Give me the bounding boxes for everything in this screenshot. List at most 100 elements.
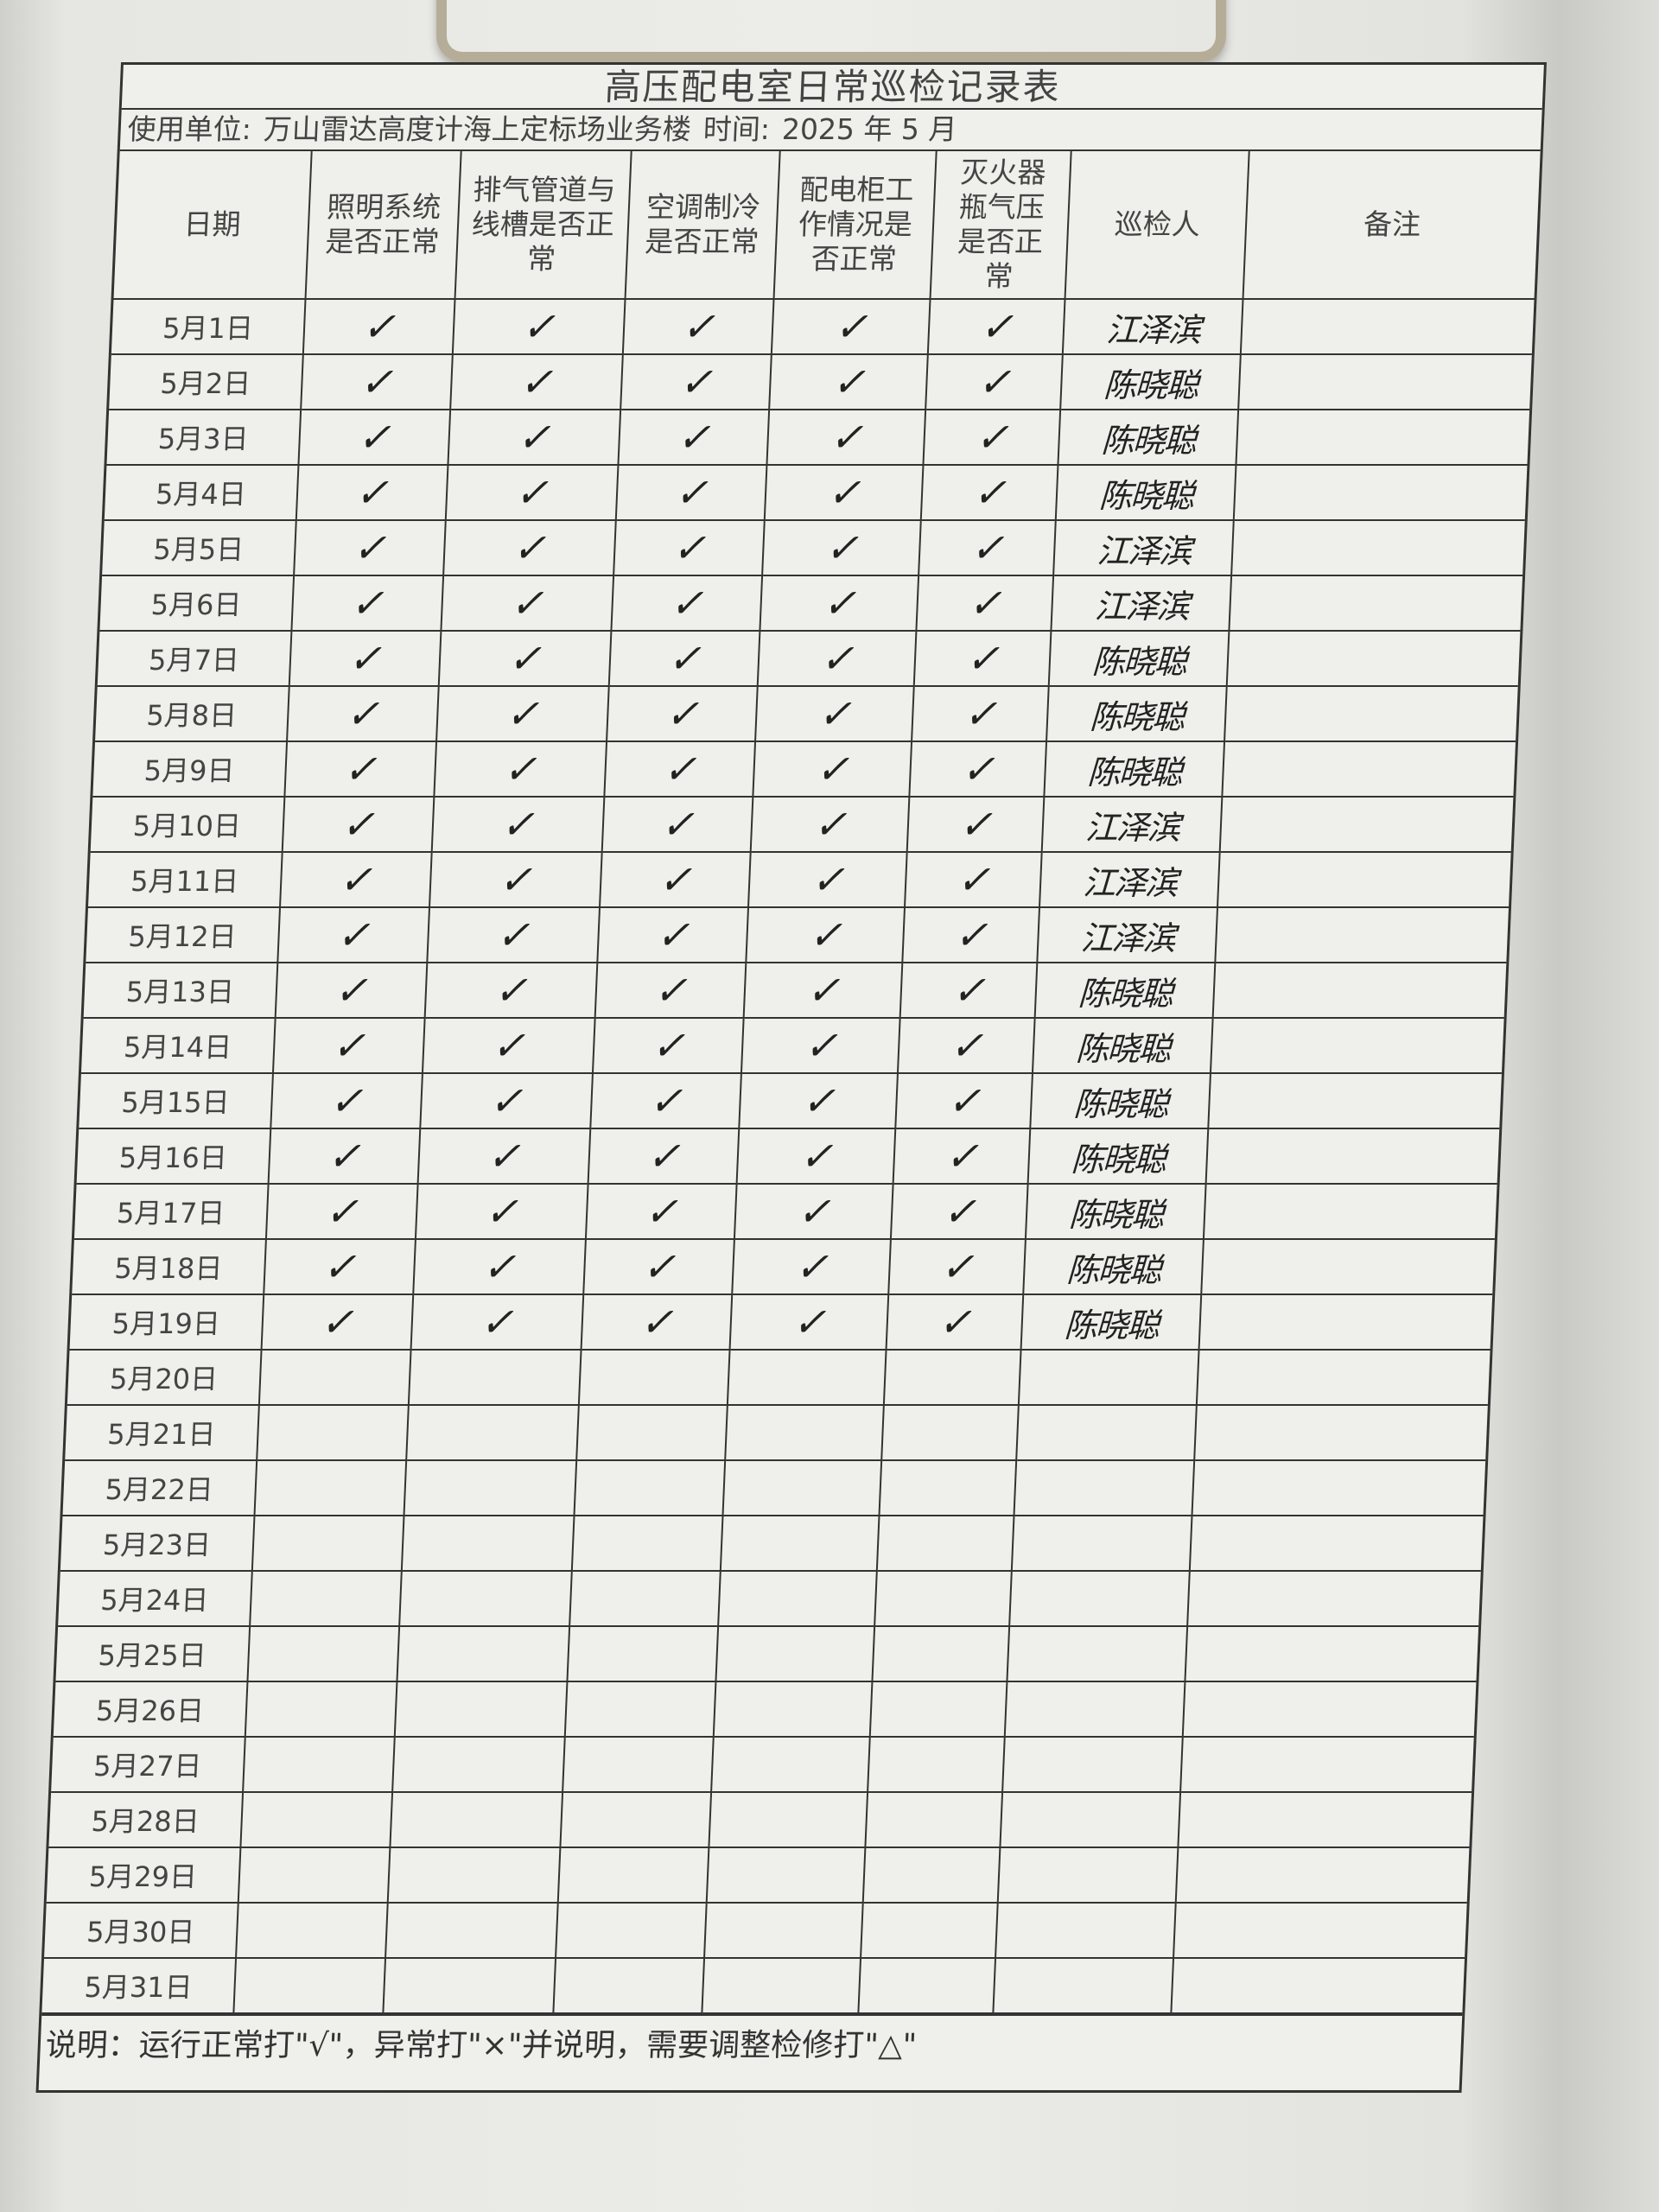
remarks-cell (1229, 575, 1523, 631)
check-mark-icon: ✓ (291, 575, 443, 631)
table-row: 5月25日 (55, 1626, 1479, 1681)
empty-cell (861, 1903, 999, 1958)
check-mark-icon: ✓ (452, 299, 626, 354)
check-mark-icon: ✓ (772, 299, 931, 354)
empty-cell (235, 1903, 388, 1958)
empty-cell (702, 1958, 861, 2013)
check-mark-icon: ✓ (760, 575, 919, 631)
date-cell: 5月11日 (88, 852, 283, 907)
check-mark-icon: ✓ (606, 686, 759, 741)
remarks-cell (1219, 797, 1514, 852)
inspector-signature: 陈晓聪 (1020, 1294, 1202, 1350)
date-cell: 5月24日 (58, 1571, 252, 1626)
check-mark-icon: ✓ (732, 1239, 892, 1294)
inspector-signature (995, 1903, 1176, 1958)
check-mark-icon: ✓ (410, 1294, 584, 1350)
check-mark-icon: ✓ (583, 1239, 735, 1294)
remarks-cell (1210, 1018, 1504, 1073)
check-mark-icon: ✓ (599, 852, 752, 907)
table-row: 5月24日 (58, 1571, 1481, 1626)
table-row: 5月7日 ✓ ✓ ✓ ✓ ✓ 陈晓聪 (97, 631, 1521, 686)
remarks-cell (1196, 1350, 1491, 1405)
check-mark-icon: ✓ (923, 410, 1061, 465)
inspector-signature (1000, 1792, 1181, 1847)
inspector-signature (1012, 1516, 1192, 1571)
remarks-cell (1205, 1128, 1500, 1184)
check-mark-icon: ✓ (762, 520, 922, 575)
empty-cell (575, 1405, 728, 1460)
date-cell: 5月16日 (76, 1128, 271, 1184)
remarks-cell (1185, 1626, 1479, 1681)
check-mark-icon: ✓ (739, 1073, 899, 1128)
check-mark-icon: ✓ (449, 354, 623, 410)
check-mark-icon: ✓ (296, 465, 448, 520)
empty-cell (874, 1571, 1013, 1626)
check-mark-icon: ✓ (744, 963, 903, 1018)
date-cell: 5月8日 (95, 686, 289, 741)
empty-cell (389, 1792, 563, 1847)
check-mark-icon: ✓ (753, 741, 912, 797)
empty-cell (247, 1626, 399, 1681)
legend-note: 说明：运行正常打"√"，异常打"×"并说明，需要调整检修打"△" (39, 2014, 1463, 2076)
empty-cell (251, 1516, 404, 1571)
empty-cell (562, 1737, 715, 1792)
empty-cell (398, 1571, 572, 1626)
empty-cell (555, 1903, 708, 1958)
check-mark-icon: ✓ (895, 1073, 1033, 1128)
date-cell: 5月25日 (55, 1626, 251, 1681)
table-row: 5月17日 ✓ ✓ ✓ ✓ ✓ 陈晓聪 (73, 1184, 1497, 1239)
inspector-signature: 陈晓聪 (1056, 465, 1236, 520)
check-mark-icon: ✓ (751, 797, 910, 852)
remarks-cell (1222, 741, 1516, 797)
inspector-signature (1016, 1405, 1197, 1460)
check-mark-icon: ✓ (913, 631, 1052, 686)
empty-cell (868, 1737, 1006, 1792)
table-row: 5月21日 (65, 1405, 1488, 1460)
inspector-signature: 江泽滨 (1063, 299, 1243, 354)
check-mark-icon: ✓ (928, 299, 1065, 354)
check-mark-icon: ✓ (620, 354, 772, 410)
empty-cell (709, 1792, 868, 1847)
remarks-cell (1171, 1958, 1465, 2013)
check-mark-icon: ✓ (622, 299, 774, 354)
inspector-signature (1002, 1737, 1183, 1792)
table-row: 5月30日 (44, 1903, 1467, 1958)
check-mark-icon: ✓ (294, 520, 446, 575)
empty-cell (408, 1350, 582, 1405)
check-mark-icon: ✓ (729, 1294, 889, 1350)
date-cell: 5月10日 (90, 797, 285, 852)
check-mark-icon: ✓ (888, 1239, 1027, 1294)
empty-cell (233, 1958, 385, 2013)
date-cell: 5月29日 (46, 1847, 241, 1903)
check-mark-icon: ✓ (282, 797, 434, 852)
check-mark-icon: ✓ (899, 963, 1038, 1018)
empty-cell (879, 1460, 1017, 1516)
inspector-signature: 陈晓聪 (1026, 1184, 1206, 1239)
check-mark-icon: ✓ (286, 686, 439, 741)
check-mark-icon: ✓ (268, 1128, 420, 1184)
check-mark-icon: ✓ (921, 465, 1058, 520)
table-row: 5月18日 ✓ ✓ ✓ ✓ ✓ 陈晓聪 (72, 1239, 1495, 1294)
empty-cell (704, 1903, 863, 1958)
empty-cell (560, 1792, 712, 1847)
check-mark-icon: ✓ (737, 1128, 896, 1184)
check-mark-icon: ✓ (608, 631, 760, 686)
empty-cell (571, 1516, 723, 1571)
check-mark-icon: ✓ (765, 465, 924, 520)
empty-cell (707, 1847, 866, 1903)
remarks-cell (1187, 1571, 1481, 1626)
check-mark-icon: ✓ (412, 1239, 586, 1294)
table-row: 5月1日 ✓ ✓ ✓ ✓ ✓ 江泽滨 (111, 299, 1535, 354)
unit-line: 使用单位: 万山雷达高度计海上定标场业务楼 时间: 2025 年 5 月 (119, 110, 1542, 151)
inspector-signature: 陈晓聪 (1046, 686, 1227, 741)
check-mark-icon: ✓ (301, 354, 453, 410)
check-mark-icon: ✓ (766, 410, 926, 465)
check-mark-icon: ✓ (588, 1128, 740, 1184)
check-mark-icon: ✓ (435, 686, 609, 741)
inspector-signature: 陈晓聪 (1044, 741, 1224, 797)
date-cell: 5月1日 (111, 299, 306, 354)
empty-cell (728, 1350, 887, 1405)
inspector-signature: 陈晓聪 (1035, 963, 1216, 1018)
date-cell: 5月3日 (106, 410, 302, 465)
check-mark-icon: ✓ (445, 465, 619, 520)
